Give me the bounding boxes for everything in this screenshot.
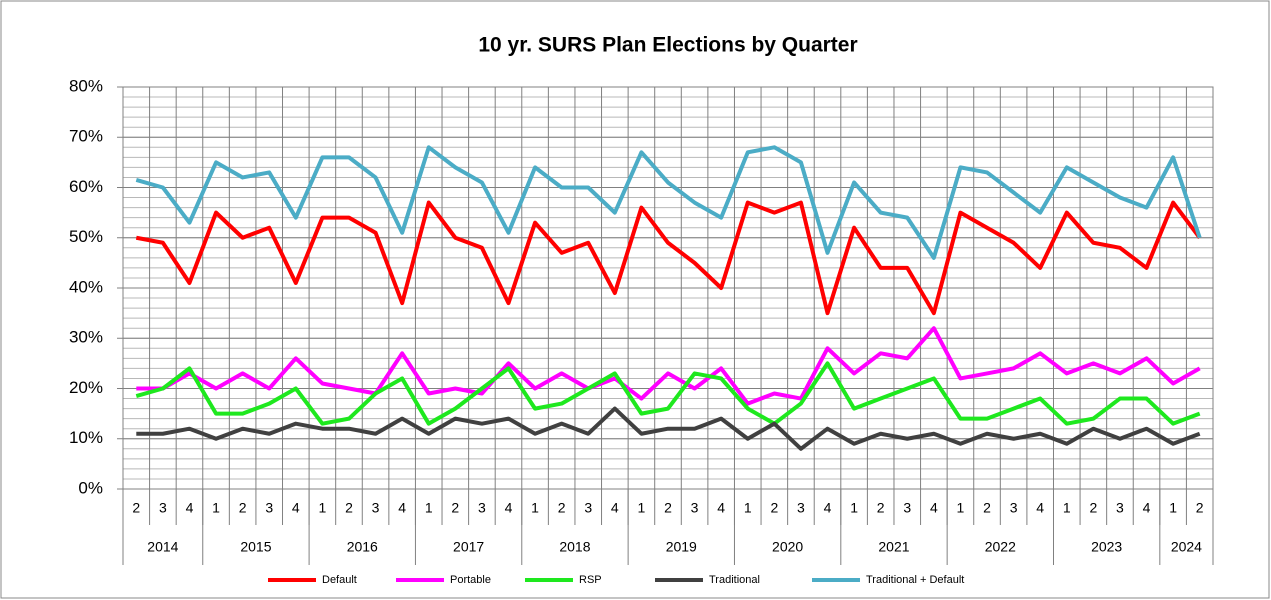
legend-label: RSP	[579, 574, 602, 586]
y-tick-label: 30%	[69, 328, 103, 347]
x-tick-label: 1	[212, 500, 220, 516]
x-tick-label: 3	[1116, 500, 1124, 516]
x-tick-label: 3	[159, 500, 167, 516]
x-tick-label: 2	[239, 500, 247, 516]
year-label: 2021	[878, 539, 909, 555]
x-tick-label: 4	[186, 500, 194, 516]
x-tick-label: 2	[877, 500, 885, 516]
x-tick-label: 3	[903, 500, 911, 516]
series-line	[135, 361, 1201, 426]
x-tick-label: 2	[345, 500, 353, 516]
legend-label: Traditional + Default	[866, 574, 964, 586]
x-tick-label: 1	[1169, 500, 1177, 516]
x-tick-label: 2	[132, 500, 140, 516]
x-tick-label: 4	[930, 500, 938, 516]
x-tick-label: 1	[531, 500, 539, 516]
x-tick-label: 4	[398, 500, 406, 516]
x-tick-label: 4	[824, 500, 832, 516]
x-tick-label: 4	[1036, 500, 1044, 516]
legend-label: Default	[322, 574, 357, 586]
x-tick-label: 3	[265, 500, 273, 516]
y-tick-label: 40%	[69, 277, 103, 296]
x-tick-label: 2	[558, 500, 566, 516]
x-tick-label: 1	[957, 500, 965, 516]
x-tick-label: 2	[664, 500, 672, 516]
series-line	[136, 326, 1201, 406]
year-label: 2019	[666, 539, 697, 555]
x-tick-label: 3	[1010, 500, 1018, 516]
x-tick-label: 3	[691, 500, 699, 516]
series-line	[135, 145, 1202, 260]
x-tick-label: 1	[638, 500, 646, 516]
year-label: 2016	[347, 539, 378, 555]
year-label: 2023	[1091, 539, 1122, 555]
x-tick-label: 2	[1089, 500, 1097, 516]
y-tick-label: 20%	[69, 378, 103, 397]
x-tick-label: 3	[797, 500, 805, 516]
y-tick-label: 80%	[69, 76, 103, 95]
year-label: 2015	[240, 539, 271, 555]
legend-label: Portable	[450, 574, 491, 586]
series-line	[136, 406, 1201, 451]
y-tick-label: 10%	[69, 428, 103, 447]
x-tick-label: 4	[1143, 500, 1151, 516]
year-label: 2020	[772, 539, 803, 555]
x-tick-label: 2	[451, 500, 459, 516]
chart-title: 10 yr. SURS Plan Elections by Quarter	[478, 34, 857, 57]
year-label: 2024	[1171, 539, 1202, 555]
x-tick-label: 4	[292, 500, 300, 516]
x-tick-label: 1	[425, 500, 433, 516]
x-tick-label: 2	[770, 500, 778, 516]
x-tick-label: 1	[318, 500, 326, 516]
y-tick-label: 50%	[69, 227, 103, 246]
x-tick-label: 3	[372, 500, 380, 516]
year-label: 2018	[559, 539, 590, 555]
x-tick-label: 2	[1196, 500, 1204, 516]
year-label: 2017	[453, 539, 484, 555]
x-tick-label: 4	[717, 500, 725, 516]
x-tick-label: 1	[850, 500, 858, 516]
legend-label: Traditional	[709, 574, 760, 586]
y-tick-label: 70%	[69, 127, 103, 146]
x-tick-label: 4	[611, 500, 619, 516]
y-tick-label: 60%	[69, 177, 103, 196]
y-tick-label: 0%	[78, 478, 103, 497]
x-tick-label: 3	[478, 500, 486, 516]
x-tick-label: 1	[744, 500, 752, 516]
series-line	[135, 200, 1202, 316]
year-label: 2014	[147, 539, 178, 555]
x-tick-label: 4	[505, 500, 513, 516]
x-tick-label: 2	[983, 500, 991, 516]
x-tick-label: 3	[584, 500, 592, 516]
x-tick-label: 1	[1063, 500, 1071, 516]
year-label: 2022	[985, 539, 1016, 555]
